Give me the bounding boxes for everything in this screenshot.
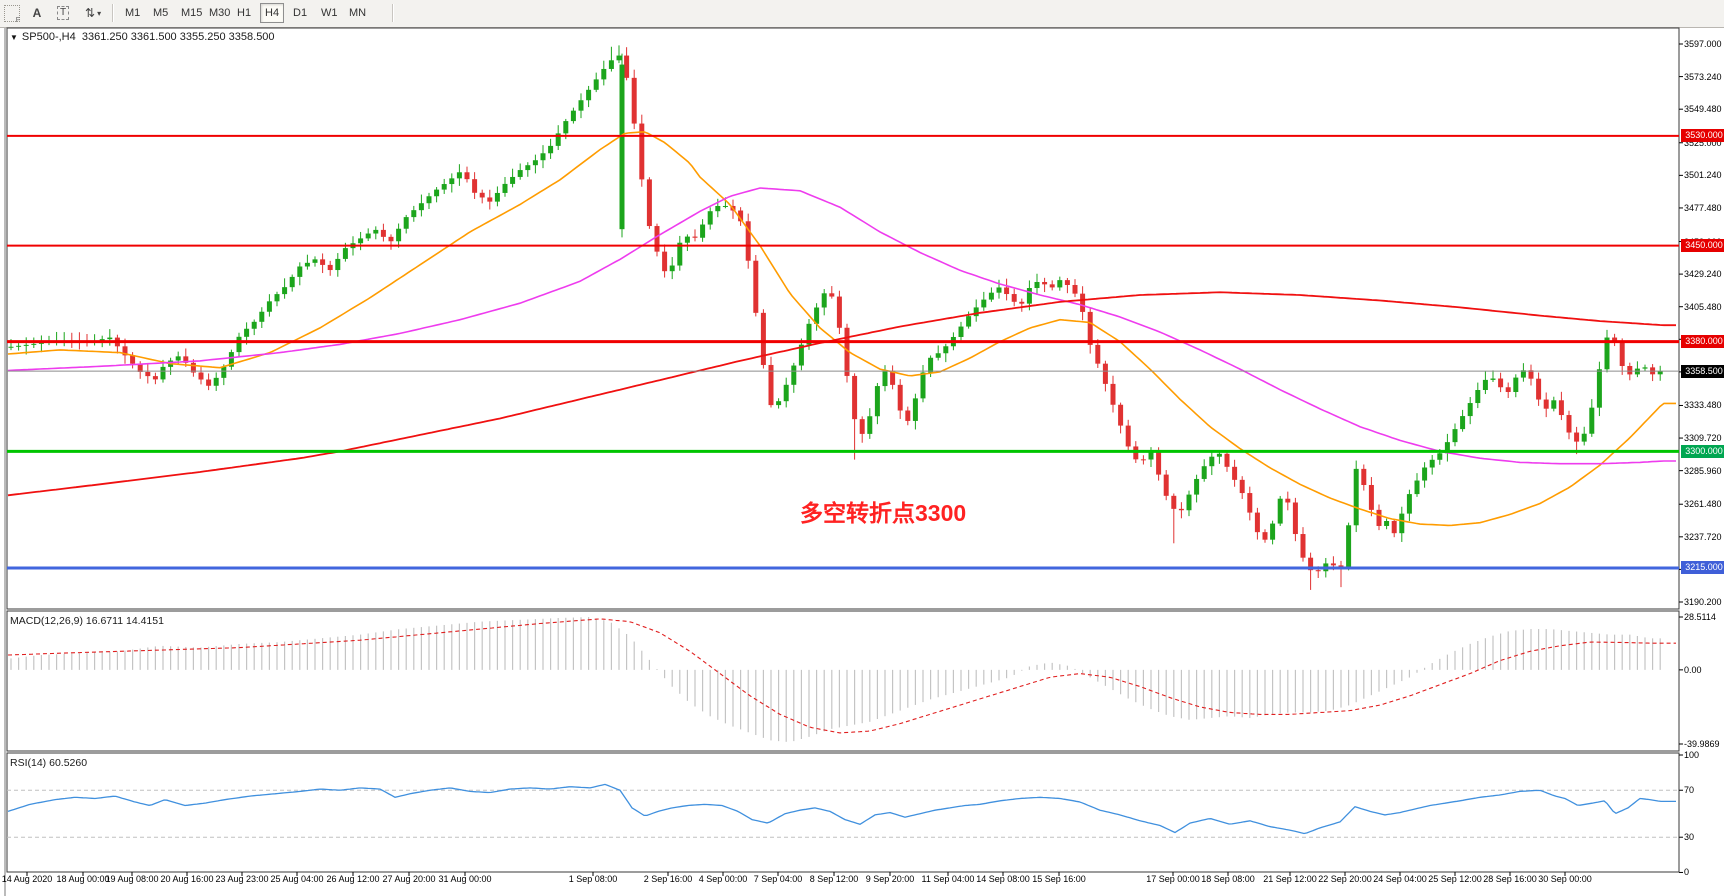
macd-label: MACD(12,26,9) 16.6711 14.4151 <box>10 615 164 627</box>
time-axis-tick: 24 Sep 04:00 <box>1373 874 1427 884</box>
timeframe-button-w1[interactable]: W1 <box>321 7 338 19</box>
ohlc-values: 3361.250 3361.500 3355.250 3358.500 <box>81 31 275 43</box>
macd-panel <box>7 617 1676 742</box>
time-axis-tick: 27 Aug 20:00 <box>382 874 436 884</box>
time-axis-tick: 14 Aug 2020 <box>1 874 53 884</box>
price-axis-tick: 3525.000 <box>1684 137 1722 148</box>
time-axis-tick: 18 Sep 08:00 <box>1201 874 1255 884</box>
timeframe-button-d1[interactable]: D1 <box>293 7 308 19</box>
text-box-icon: T <box>57 6 70 20</box>
time-axis-tick: 23 Aug 23:00 <box>215 874 269 884</box>
time-axis-tick: 19 Aug 08:00 <box>105 874 159 884</box>
timeframe-button-h1[interactable]: H1 <box>237 7 252 19</box>
toolbar: F A T ⇅ ▾ M1 M5 M15 M30 H1 H4 D1 W1 MN <box>0 0 1724 28</box>
hline-objects <box>7 134 1679 570</box>
ma-fast-line <box>7 131 1676 527</box>
price-axis-tick: 3405.480 <box>1684 301 1722 312</box>
chart-dropdown-icon[interactable]: ▼ <box>10 33 18 42</box>
price-line-badge: 3450.000 <box>1681 239 1724 253</box>
price-axis-tick: 3285.960 <box>1684 465 1722 476</box>
ma-mid-line <box>7 187 1676 465</box>
rsi-axis-tick: 70 <box>1684 785 1695 796</box>
time-axis-tick: 18 Aug 00:00 <box>56 874 110 884</box>
timeframe-button-m15[interactable]: M15 <box>181 7 203 19</box>
time-axis-tick: 17 Sep 00:00 <box>1146 874 1200 884</box>
chart-title: ▼ SP500-,H4 3361.250 3361.500 3355.250 33… <box>10 31 275 43</box>
rsi-value: 60.5260 <box>49 757 88 769</box>
price-axis-tick: 3261.480 <box>1684 499 1722 510</box>
chart-text-annotation[interactable]: 多空转折点3300 <box>800 500 967 526</box>
price-line-badge: 3530.000 <box>1681 129 1724 143</box>
time-axis-tick: 30 Sep 00:00 <box>1538 874 1592 884</box>
rsi-axis-tick: 100 <box>1684 750 1700 760</box>
symbol-period-label: SP500-,H4 <box>21 31 76 43</box>
candles-layer <box>8 45 1663 590</box>
toolbar-separator <box>112 4 114 22</box>
time-axis-tick: 26 Aug 12:00 <box>326 874 380 884</box>
rsi-label: RSI(14) 60.5260 <box>10 757 88 769</box>
timeframe-button-m1[interactable]: M1 <box>125 7 141 19</box>
price-axis-tick: 3309.720 <box>1684 433 1722 444</box>
time-axis-tick: 25 Sep 12:00 <box>1428 874 1482 884</box>
chevron-down-icon: ▾ <box>97 8 102 18</box>
price-line-badge: 3215.000 <box>1681 561 1724 575</box>
timeframe-button-mn[interactable]: MN <box>349 7 367 19</box>
time-axis-tick: 11 Sep 04:00 <box>921 874 975 884</box>
timeframe-button-m5[interactable]: M5 <box>153 7 169 19</box>
time-axis-tick: 2 Sep 16:00 <box>643 874 693 884</box>
macd-signal-value: 14.4151 <box>125 615 164 627</box>
macd-axis-tick: -39.9869 <box>1684 738 1720 749</box>
price-line-badge: 3300.000 <box>1681 444 1724 458</box>
price-axis-tick: 3333.480 <box>1684 400 1722 411</box>
time-axis-tick: 8 Sep 12:00 <box>809 874 859 884</box>
macd-axis-tick: 0.00 <box>1684 664 1702 675</box>
time-axis-tick: 14 Sep 08:00 <box>976 874 1030 884</box>
macd-axis-tick: 28.5114 <box>1684 612 1716 622</box>
time-axis-tick: 21 Sep 12:00 <box>1263 874 1317 884</box>
price-axis-tick: 3477.480 <box>1684 202 1722 213</box>
price-axis-tick: 3549.480 <box>1684 104 1722 115</box>
time-axis-tick: 25 Aug 04:00 <box>270 874 324 884</box>
price-axis-tick: 3237.720 <box>1684 531 1722 542</box>
price-axis-tick: 3501.240 <box>1684 170 1722 181</box>
time-axis-tick: 31 Aug 00:00 <box>438 874 492 884</box>
arrows-icon: ⇅ <box>85 6 96 20</box>
time-axis-tick: 28 Sep 16:00 <box>1483 874 1537 884</box>
ma-slow-line <box>7 291 1676 497</box>
text-label-tool-button[interactable]: A <box>32 6 42 20</box>
rsi-axis-tick: 30 <box>1684 832 1695 843</box>
timeframe-button-h4[interactable]: H4 <box>260 3 285 23</box>
time-axis-tick: 22 Sep 20:00 <box>1318 874 1372 884</box>
text-box-tool-button[interactable]: T <box>52 3 74 23</box>
timeframe-button-m30[interactable]: M30 <box>209 7 231 19</box>
time-axis-tick: 9 Sep 20:00 <box>865 874 915 884</box>
toolbar-separator <box>392 4 394 22</box>
panel-frames <box>4 27 1680 896</box>
current-price-badge: 3358.500 <box>1681 364 1724 378</box>
toolbar-grip-icon[interactable]: F <box>4 5 20 24</box>
time-axis-tick: 20 Aug 16:00 <box>160 874 214 884</box>
rsi-axis-tick: 0 <box>1684 867 1690 878</box>
price-axis-tick: 3429.240 <box>1684 269 1722 280</box>
price-axis-tick: 3597.000 <box>1684 39 1722 49</box>
time-axis-tick: 1 Sep 08:00 <box>568 874 618 884</box>
time-axis-tick: 15 Sep 16:00 <box>1032 874 1086 884</box>
macd-main-value: 16.6711 <box>85 615 124 627</box>
time-axis-tick: 4 Sep 00:00 <box>698 874 748 884</box>
rsi-panel <box>7 783 1679 838</box>
axis-ticks <box>26 43 1683 876</box>
time-axis-tick: 7 Sep 04:00 <box>753 874 803 884</box>
cursor-tool-button[interactable]: ⇅ ▾ <box>80 3 106 23</box>
price-axis-tick: 3190.200 <box>1684 597 1722 607</box>
price-line-badge: 3380.000 <box>1681 335 1724 349</box>
price-axis-tick: 3573.240 <box>1684 71 1722 82</box>
